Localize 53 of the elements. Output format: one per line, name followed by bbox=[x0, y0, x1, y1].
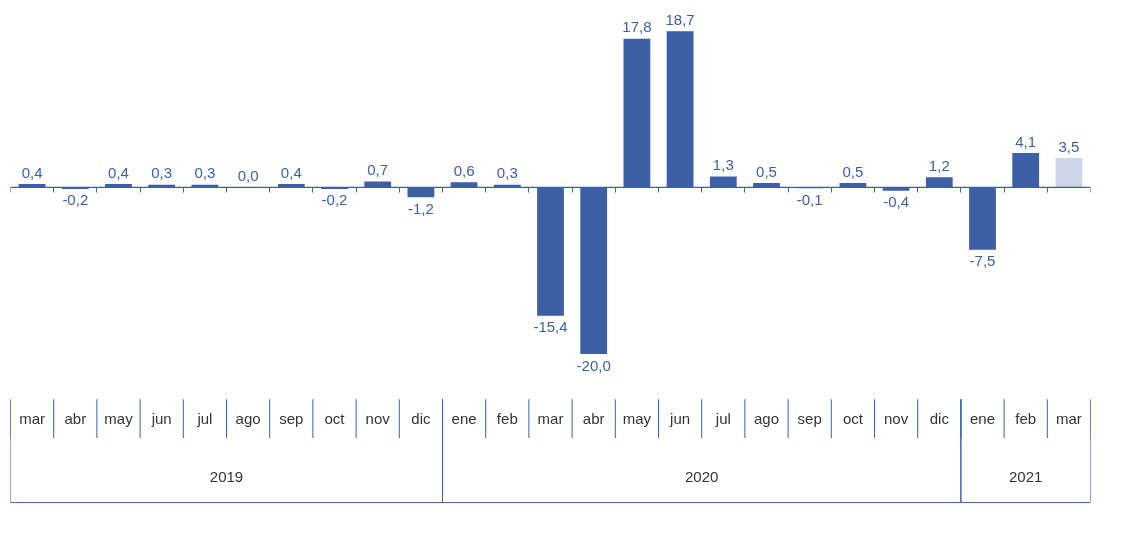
data-label: 0,7 bbox=[367, 161, 389, 178]
x-tick-label: nov bbox=[884, 410, 909, 428]
data-label: 0,4 bbox=[108, 163, 129, 181]
x-tick-label: jul bbox=[714, 410, 731, 428]
text: 2019 bbox=[209, 467, 244, 485]
x-tick-label: oct bbox=[324, 410, 346, 428]
x-tick-label: ago bbox=[235, 410, 261, 428]
data-label: -7,5 bbox=[969, 252, 996, 270]
data-label: 1,2 bbox=[928, 156, 950, 174]
data-label: 0,3 bbox=[496, 164, 518, 182]
x-tick-label: may bbox=[104, 410, 134, 428]
data-label: -0,2 bbox=[62, 191, 89, 209]
data-label: 0,6 bbox=[453, 161, 475, 179]
data-label: -15,4 bbox=[533, 318, 568, 336]
data-label: 17,8 bbox=[622, 18, 652, 36]
data-label: 0,4 bbox=[280, 163, 302, 181]
data-label: 0,3 bbox=[194, 164, 216, 182]
x-tick-label: feb bbox=[1015, 410, 1037, 428]
data-label: -0,4 bbox=[883, 193, 910, 211]
data-label: 1,3 bbox=[712, 156, 734, 173]
data-label: -20,0 bbox=[576, 356, 611, 374]
x-tick-label: mar bbox=[1055, 410, 1082, 428]
x-tick-label: may bbox=[622, 410, 652, 428]
data-label: 0,5 bbox=[842, 162, 864, 180]
x-tick-label: feb bbox=[496, 410, 518, 428]
x-tick-label: dic bbox=[411, 410, 431, 428]
data-label: 0,3 bbox=[151, 164, 173, 182]
x-tick-label: abr bbox=[582, 410, 605, 428]
x-tick-label: mar bbox=[19, 410, 46, 428]
data-label: -1,2 bbox=[407, 199, 434, 217]
x-tick-label: jul bbox=[196, 410, 213, 428]
x-tick-label: dic bbox=[929, 410, 950, 428]
data-label: 18,7 bbox=[665, 10, 695, 28]
x-tick-label: ago bbox=[753, 410, 780, 428]
data-label: -0,2 bbox=[321, 191, 348, 209]
x-tick-label: ene bbox=[451, 410, 477, 428]
x-tick-label: jun bbox=[150, 410, 172, 428]
x-tick-label: sep bbox=[797, 410, 822, 428]
x-tick-label: abr bbox=[64, 410, 87, 428]
data-label: -0,1 bbox=[796, 190, 823, 208]
x-tick-label: ene bbox=[969, 410, 996, 428]
x-tick-label: sep bbox=[279, 410, 304, 428]
x-tick-label: oct bbox=[842, 410, 864, 428]
data-label: 3,5 bbox=[1058, 137, 1080, 155]
x-tick-label: jun bbox=[669, 410, 691, 428]
data-label: 0,5 bbox=[756, 162, 777, 180]
data-label: 0,4 bbox=[21, 163, 43, 181]
data-label: 0,0 bbox=[237, 166, 259, 184]
text: 2020 bbox=[685, 467, 719, 485]
x-tick-label: mar bbox=[537, 410, 564, 428]
x-tick-label: nov bbox=[365, 410, 391, 428]
data-label: 4,1 bbox=[1015, 132, 1037, 150]
text: 2021 bbox=[1009, 467, 1043, 485]
